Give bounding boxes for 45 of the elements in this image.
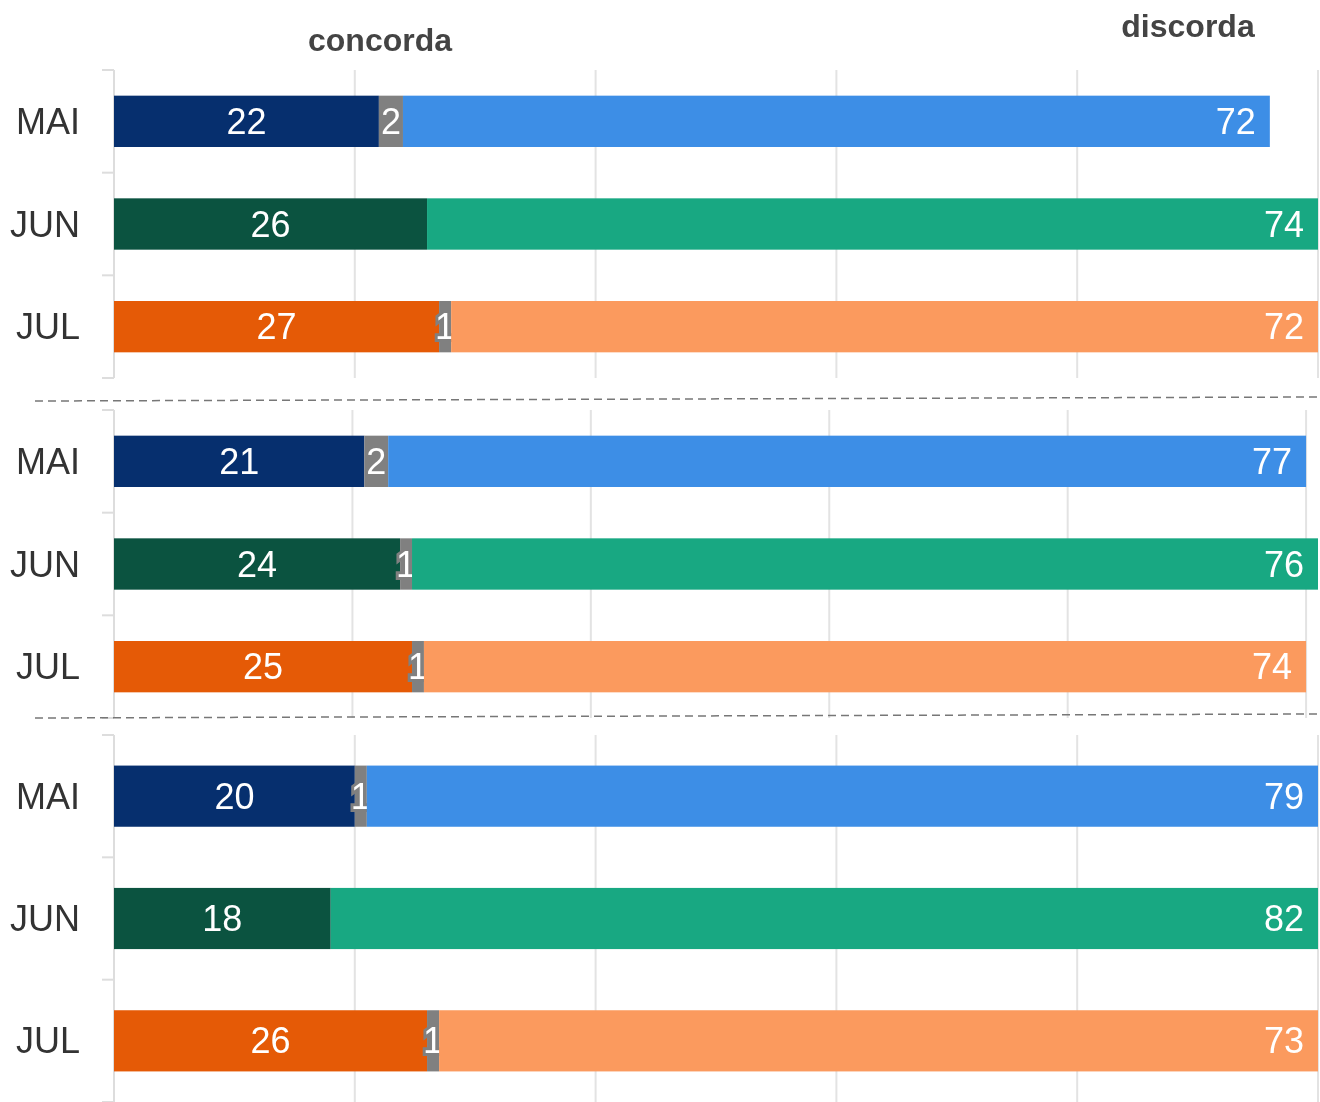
bar <box>330 887 1318 950</box>
y-tick-label: JUL <box>15 646 80 688</box>
text: discorda <box>1121 8 1255 44</box>
data-label: 20 <box>214 775 255 817</box>
data-label: 26 <box>250 1020 291 1062</box>
bar <box>114 435 365 487</box>
bar <box>114 765 355 827</box>
data-label: 77 <box>1252 440 1293 482</box>
bar <box>402 95 1270 147</box>
y-tick-label: MAI <box>15 100 80 142</box>
bar <box>439 1010 1318 1072</box>
bar <box>114 95 379 147</box>
bar <box>388 435 1307 487</box>
data-label: 72 <box>1215 100 1256 142</box>
data-label: 72 <box>1263 306 1304 348</box>
data-label: 74 <box>1263 203 1304 245</box>
bar <box>114 198 428 250</box>
y-tick-label: JUN <box>10 898 80 939</box>
bar <box>366 765 1318 827</box>
y-tick-label: JUN <box>10 543 80 585</box>
y-tick-label: MAI <box>15 775 80 817</box>
data-label: 79 <box>1263 775 1304 817</box>
bar <box>114 887 331 950</box>
data-label: 2 <box>380 100 401 142</box>
data-label: 26 <box>250 203 291 245</box>
data-label: 21 <box>219 440 260 482</box>
text: concorda <box>307 22 453 58</box>
y-tick-label: JUN <box>10 203 80 245</box>
data-label: 18 <box>202 898 243 939</box>
data-label: 25 <box>242 646 284 688</box>
y-tick-label: JUL <box>15 306 80 348</box>
data-label: 74 <box>1252 646 1293 688</box>
data-label: 82 <box>1263 898 1304 939</box>
data-label: 76 <box>1263 543 1304 585</box>
data-label: 22 <box>226 100 267 142</box>
bar <box>423 641 1307 693</box>
data-label: 24 <box>237 543 278 585</box>
y-tick-label: JUL <box>15 1020 80 1062</box>
data-label: 27 <box>256 306 297 348</box>
bar <box>451 301 1318 353</box>
bar <box>427 198 1318 250</box>
data-label: 73 <box>1263 1020 1304 1062</box>
bar <box>412 538 1318 590</box>
y-tick-label: MAI <box>15 440 80 482</box>
data-label: 2 <box>366 440 387 482</box>
